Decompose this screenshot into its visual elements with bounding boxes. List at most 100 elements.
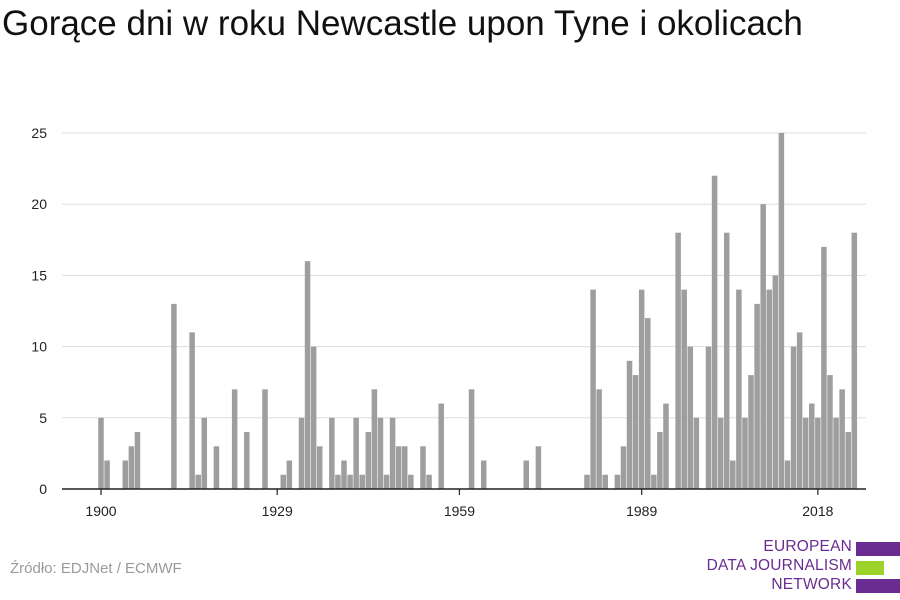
chart-title: Gorące dni w roku Newcastle upon Tyne i … xyxy=(2,4,803,43)
bar xyxy=(815,417,821,489)
bar xyxy=(286,460,293,489)
logo-bar-purple xyxy=(856,542,900,556)
bar xyxy=(377,417,384,489)
bar xyxy=(809,403,815,489)
bar xyxy=(213,446,220,489)
bar xyxy=(839,389,845,489)
bar xyxy=(134,432,141,489)
x-tick-label: 1989 xyxy=(626,503,657,519)
bar xyxy=(736,289,742,489)
bar xyxy=(748,375,754,489)
bar xyxy=(632,375,639,489)
bar xyxy=(383,474,390,489)
bar xyxy=(280,474,286,489)
bar xyxy=(596,389,602,489)
bar xyxy=(796,332,803,489)
x-tick-label: 1929 xyxy=(262,503,293,519)
bar xyxy=(128,446,135,489)
y-tick-label: 0 xyxy=(39,481,47,497)
bar xyxy=(705,346,712,489)
bar xyxy=(329,417,335,489)
bar xyxy=(754,303,760,489)
bar xyxy=(651,474,657,489)
bar xyxy=(341,460,347,489)
x-tick-label: 1900 xyxy=(85,503,116,519)
logo-mark xyxy=(855,539,900,595)
bar xyxy=(602,474,608,489)
bar xyxy=(298,417,305,489)
bar xyxy=(408,474,414,489)
bar xyxy=(626,360,633,489)
bar xyxy=(730,460,736,489)
bar xyxy=(620,446,627,489)
bar xyxy=(638,289,645,489)
bar xyxy=(122,460,129,489)
bar xyxy=(590,289,596,489)
bar xyxy=(438,403,444,489)
source-note: Źródło: EDJNet / ECMWF xyxy=(10,560,182,577)
y-tick-label: 25 xyxy=(31,125,47,141)
bar xyxy=(833,417,839,489)
bar xyxy=(802,417,809,489)
bar xyxy=(790,346,797,489)
bar xyxy=(426,474,432,489)
y-tick-label: 15 xyxy=(31,267,47,283)
bar xyxy=(687,346,694,489)
bar xyxy=(711,175,718,489)
x-axis-labels: 1900 1929 1959 1989 2018 xyxy=(85,503,833,519)
bar xyxy=(365,432,372,489)
bar xyxy=(395,446,402,489)
bar xyxy=(316,446,323,489)
bar xyxy=(171,303,177,489)
bar xyxy=(371,389,378,489)
bar xyxy=(681,289,687,489)
y-axis-labels: 0 5 10 15 20 25 xyxy=(31,125,47,497)
bar xyxy=(402,446,408,489)
bar xyxy=(851,232,858,489)
bar xyxy=(675,232,681,489)
bar xyxy=(353,417,359,489)
bar xyxy=(201,417,208,489)
logo-line: EUROPEAN xyxy=(763,538,852,555)
bar xyxy=(845,432,851,489)
bar xyxy=(98,417,104,489)
bar xyxy=(760,204,766,489)
bar xyxy=(310,346,317,489)
bar xyxy=(584,474,590,489)
bar xyxy=(389,417,396,489)
bar xyxy=(189,332,195,489)
bar xyxy=(535,446,542,489)
y-tick-label: 5 xyxy=(39,410,47,426)
x-axis-ticks xyxy=(100,489,819,495)
logo-text: EUROPEAN DATA JOURNALISM NETWORK xyxy=(707,537,852,594)
bar xyxy=(657,432,663,489)
bar xyxy=(480,460,487,489)
bar xyxy=(104,460,110,489)
x-tick-label: 2018 xyxy=(802,503,833,519)
bar xyxy=(663,403,669,489)
bar xyxy=(262,389,268,489)
bar xyxy=(723,232,730,489)
logo-bar-green xyxy=(856,561,884,575)
bar xyxy=(231,389,238,489)
edjnet-logo[interactable]: EUROPEAN DATA JOURNALISM NETWORK xyxy=(700,537,900,597)
y-tick-label: 20 xyxy=(31,196,47,212)
bars xyxy=(98,133,858,489)
bar xyxy=(523,460,529,489)
bar xyxy=(717,417,724,489)
x-tick-label: 1959 xyxy=(444,503,475,519)
bar xyxy=(742,417,748,489)
bar xyxy=(468,389,475,489)
y-tick-label: 10 xyxy=(31,339,47,355)
gridlines xyxy=(62,132,866,419)
bar xyxy=(766,289,772,489)
bar xyxy=(821,246,827,489)
bar xyxy=(244,432,250,489)
logo-bar-purple xyxy=(856,579,900,593)
bar xyxy=(827,375,833,489)
bar xyxy=(304,261,311,489)
bar xyxy=(195,474,201,489)
logo-line: DATA JOURNALISM xyxy=(706,557,852,574)
bar xyxy=(772,275,779,489)
